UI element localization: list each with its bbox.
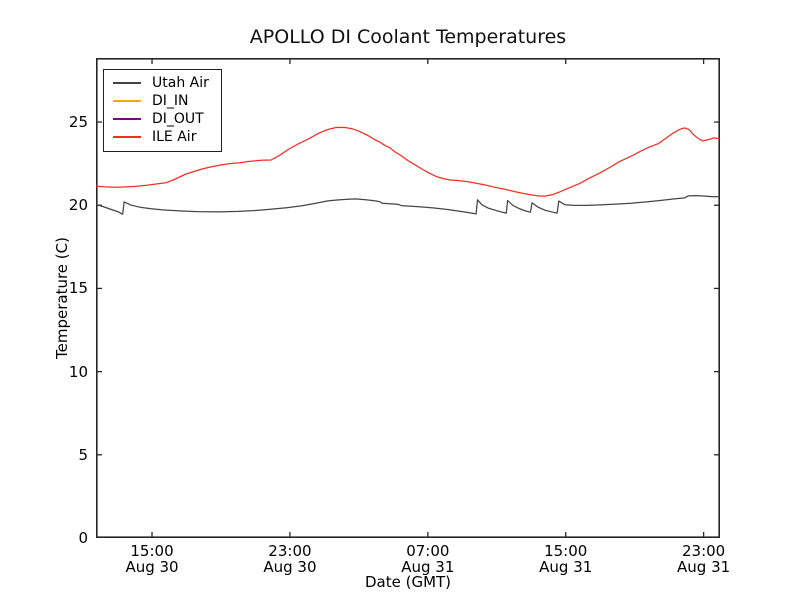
legend-label-ile-air: ILE Air <box>152 129 197 145</box>
y-tick-label: 10 <box>68 362 88 381</box>
legend-line-di-out <box>113 118 141 120</box>
legend-label-di-in: DI_IN <box>152 93 189 109</box>
x-tick-label: 23:00 Aug 31 <box>677 542 731 576</box>
y-tick-label: 20 <box>68 196 88 215</box>
y-tick-label: 25 <box>68 113 88 132</box>
x-axis-label: Date (GMT) <box>364 573 452 591</box>
legend-item-di-out: DI_OUT <box>113 110 209 128</box>
legend-line-di-in <box>113 100 141 102</box>
y-axis-label: Temperature (C) <box>53 237 71 359</box>
legend-box: Utah Air DI_IN DI_OUT ILE Air <box>103 69 222 152</box>
legend-label-di-out: DI_OUT <box>152 111 204 127</box>
plot-area: Utah Air DI_IN DI_OUT ILE Air <box>96 58 720 538</box>
y-tick-label: 15 <box>68 279 88 298</box>
legend-item-ile-air: ILE Air <box>113 128 209 146</box>
x-tick-label: 07:00 Aug 31 <box>401 542 455 576</box>
chart-title: APOLLO DI Coolant Temperatures <box>249 26 567 48</box>
legend-label-utah-air: Utah Air <box>152 75 209 91</box>
y-tick-label: 0 <box>78 529 88 547</box>
legend-item-di-in: DI_IN <box>113 92 209 110</box>
x-tick-label: 15:00 Aug 31 <box>539 542 593 576</box>
legend-line-utah-air <box>113 82 141 84</box>
plot-canvas <box>96 58 720 538</box>
y-tick-label: 5 <box>78 445 88 464</box>
series-line-utah-air <box>96 194 720 215</box>
legend-line-ile-air <box>113 136 141 138</box>
x-tick-label: 15:00 Aug 30 <box>125 542 179 576</box>
series-line-ile-air <box>96 126 720 197</box>
x-tick-label: 23:00 Aug 30 <box>263 542 317 576</box>
legend-item-utah-air: Utah Air <box>113 74 209 92</box>
